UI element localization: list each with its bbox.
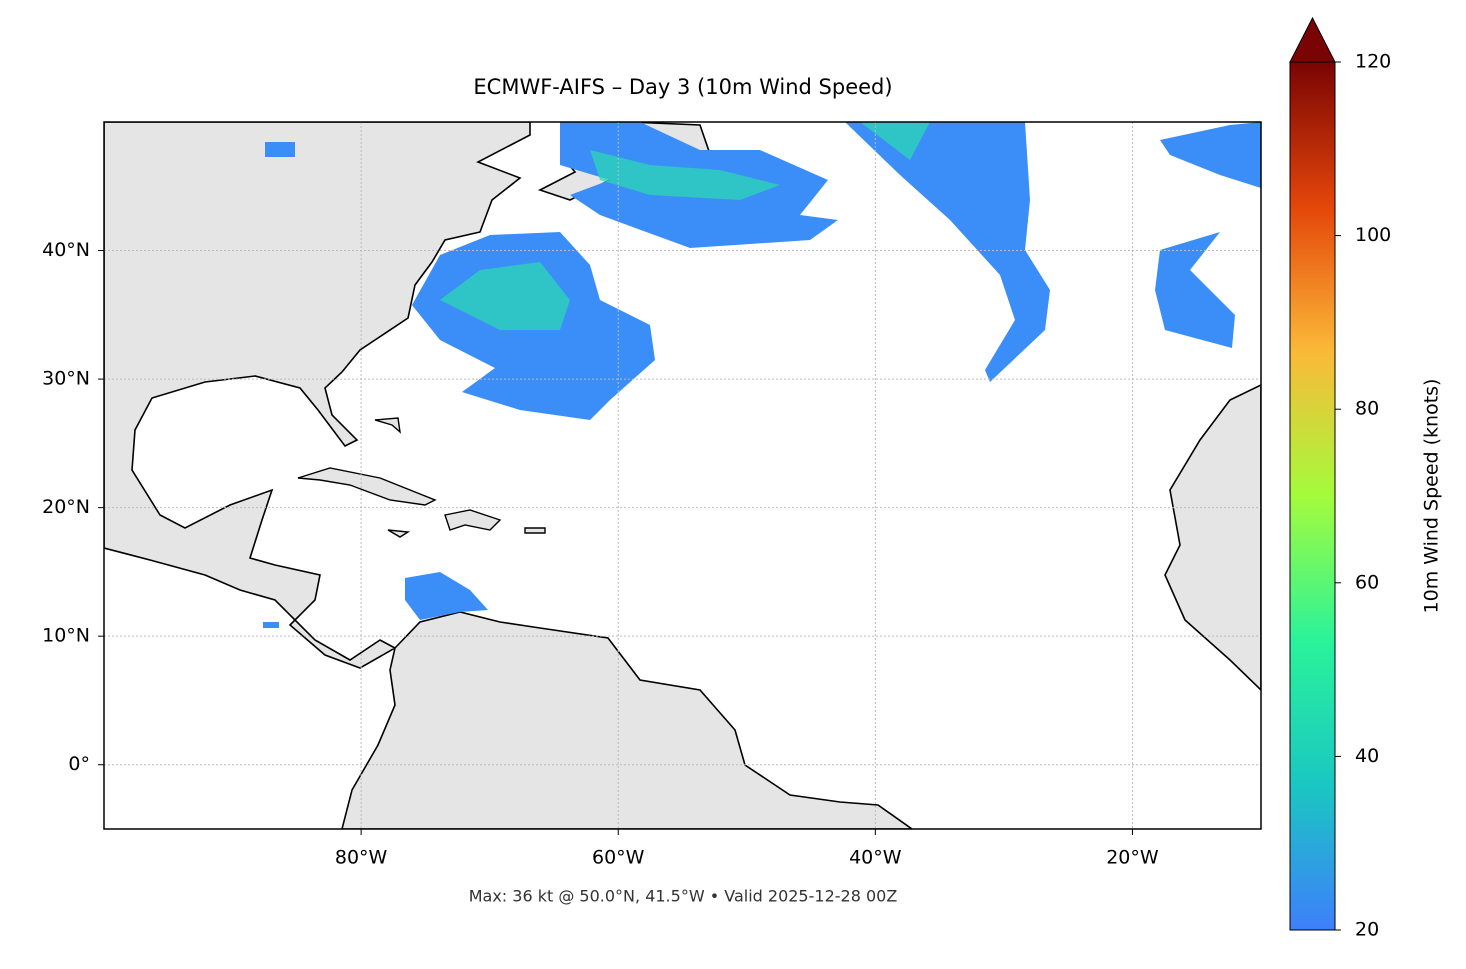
wind-core [440,262,570,330]
y-tick-label: 20°N [42,496,90,518]
footnote: Max: 36 kt @ 50.0°N, 41.5°W • Valid 2025… [469,887,898,906]
wind-area [405,572,488,620]
colorbar-tick-label: 80 [1355,398,1379,420]
colorbar-extend [1289,16,1336,63]
puerto-rico [524,527,546,534]
map-title: ECMWF-AIFS – Day 3 (10m Wind Speed) [473,75,892,99]
wind-area [263,622,279,628]
north-america [104,122,531,669]
wind-area [265,142,295,157]
wind-area [845,122,1050,382]
colorbar-tick-label: 60 [1355,571,1379,593]
wind-core [860,122,930,160]
wind-area [1160,122,1261,188]
colorbar-tick-label: 40 [1355,745,1379,767]
jamaica [387,529,411,538]
colorbar-label: 10m Wind Speed (knots) [1421,379,1443,614]
colorbar [1289,61,1336,931]
wind-core [590,150,780,200]
x-tick-label: 40°W [849,847,902,869]
bahamas [374,417,401,434]
x-tick-label: 20°W [1106,847,1159,869]
hispaniola [444,509,502,531]
map-area [104,122,1261,829]
south-america [341,611,914,829]
colorbar-tick-label: 120 [1355,51,1391,73]
africa [1164,384,1261,692]
wind-area [1155,232,1235,348]
colorbar-tick-label: 20 [1355,919,1379,941]
y-tick-label: 10°N [42,625,90,647]
y-tick-label: 0° [68,753,90,775]
y-tick-label: 40°N [42,239,90,261]
x-tick-label: 80°W [335,847,388,869]
x-tick-label: 60°W [592,847,645,869]
cuba [297,467,437,506]
colorbar-tick-label: 100 [1355,224,1391,246]
y-tick-label: 30°N [42,368,90,390]
map-frame [103,121,1262,830]
